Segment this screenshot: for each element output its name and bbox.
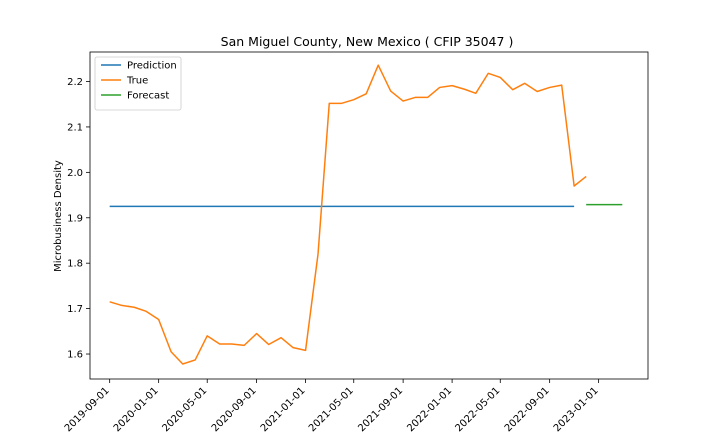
y-axis-label: Microbusiness Density — [53, 160, 64, 272]
y-tick-label: 1.8 — [67, 259, 83, 270]
legend-label: True — [126, 76, 148, 87]
y-axis-ticks: 1.6 1.7 1.8 1.9 2.0 2.1 2.2 — [67, 77, 90, 361]
y-tick-label: 2.2 — [67, 77, 83, 88]
x-tick-label: 2020-09-01 — [210, 385, 259, 432]
x-tick-label: 2022-05-01 — [454, 385, 503, 432]
series-line-true — [109, 64, 587, 365]
x-axis-ticks: 2019-09-01 2020-01-01 2020-05-01 2020-09-01… — [63, 379, 601, 432]
legend-label: Prediction — [127, 61, 177, 72]
y-tick-label: 1.7 — [67, 304, 83, 315]
x-tick-label: 2021-09-01 — [356, 385, 405, 432]
x-tick-label: 2023-01-01 — [552, 385, 601, 432]
legend: Prediction True Forecast — [94, 56, 182, 111]
legend-box — [94, 56, 182, 111]
chart-title: San Miguel County, New Mexico ( CFIP 350… — [221, 34, 514, 49]
y-tick-label: 1.9 — [67, 213, 83, 224]
x-tick-label: 2019-09-01 — [63, 385, 112, 432]
legend-label: Forecast — [127, 91, 169, 102]
x-tick-label: 2022-01-01 — [405, 385, 454, 432]
y-tick-label: 2.0 — [67, 168, 83, 179]
plot-area-frame — [89, 51, 649, 380]
x-tick-label: 2020-01-01 — [112, 385, 161, 432]
x-tick-label: 2022-09-01 — [503, 385, 552, 432]
x-tick-label: 2021-01-01 — [259, 385, 308, 432]
x-tick-label: 2021-05-01 — [307, 385, 356, 432]
y-tick-label: 2.1 — [67, 122, 83, 133]
series-layer — [109, 64, 623, 365]
y-tick-label: 1.6 — [67, 350, 83, 361]
x-tick-label: 2020-05-01 — [160, 385, 209, 432]
